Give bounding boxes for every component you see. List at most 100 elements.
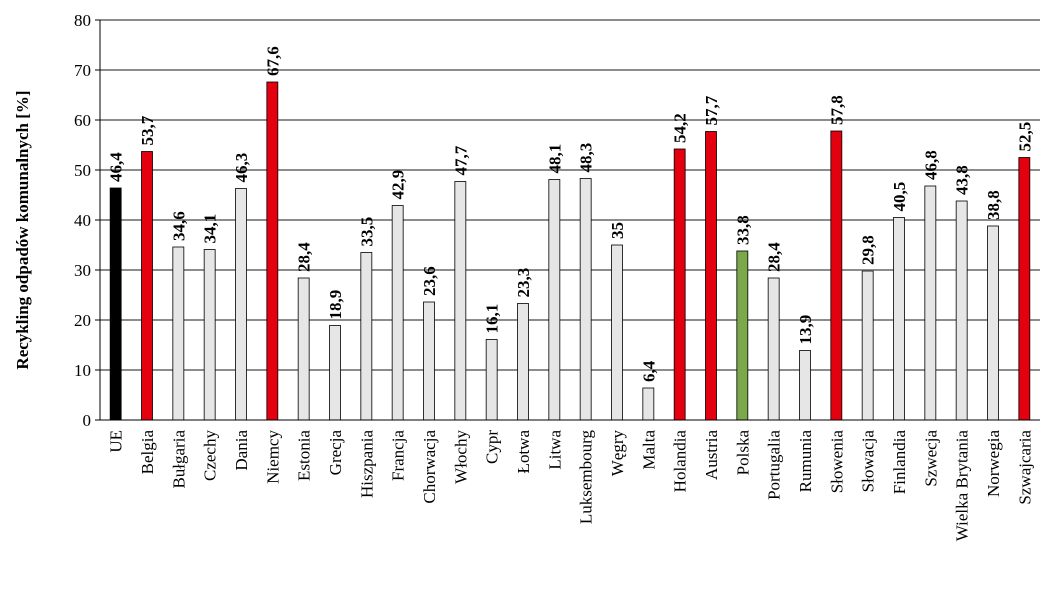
- bar: [673, 148, 686, 421]
- bar: [266, 81, 279, 421]
- y-tick-label: 50: [74, 161, 91, 180]
- bar: [297, 277, 310, 421]
- bar: [454, 181, 467, 421]
- category-label: Czechy: [201, 430, 220, 481]
- category-label: Litwa: [545, 430, 564, 470]
- data-label: 48,3: [577, 143, 596, 173]
- data-label: 46,3: [232, 153, 251, 183]
- category-label: Polska: [733, 430, 752, 476]
- data-label: 43,8: [953, 165, 972, 195]
- category-label: Luksembourg: [577, 430, 596, 525]
- bar: [548, 179, 561, 421]
- data-label: 23,3: [514, 268, 533, 298]
- data-label: 40,5: [890, 182, 909, 212]
- category-label: Węgry: [608, 430, 627, 477]
- data-label: 23,6: [420, 266, 439, 296]
- category-label: Łotwa: [514, 430, 533, 474]
- bar: [611, 244, 623, 421]
- category-label: Francja: [389, 430, 408, 481]
- data-label: 57,8: [827, 95, 846, 125]
- bar: [767, 277, 780, 421]
- category-label: Hiszpania: [357, 430, 376, 498]
- y-tick-labels: 0 10 20 30 40 50 60 70 80: [74, 11, 91, 430]
- category-label: Wielka Brytania: [953, 430, 972, 542]
- bar: [485, 339, 498, 421]
- data-label: 53,7: [138, 115, 157, 145]
- y-tick-label: 40: [74, 211, 91, 230]
- data-label: 52,5: [1015, 122, 1034, 152]
- data-label: 28,4: [295, 242, 314, 272]
- data-label: 48,1: [545, 144, 564, 174]
- bar: [329, 325, 341, 421]
- data-label: 29,8: [859, 235, 878, 265]
- data-label: 13,9: [796, 315, 815, 345]
- bar: [360, 252, 373, 421]
- data-label: 18,9: [326, 290, 345, 320]
- bar: [172, 246, 185, 421]
- data-label: 47,7: [451, 145, 470, 175]
- bar: [109, 187, 122, 421]
- category-label: Finlandia: [890, 430, 909, 495]
- category-label: Dania: [232, 430, 251, 471]
- axes: [99, 20, 1040, 421]
- category-label: Chorwacja: [420, 430, 439, 504]
- data-label: 33,5: [357, 217, 376, 247]
- category-label: Rumunia: [796, 430, 815, 493]
- category-label: Portugalia: [765, 430, 784, 500]
- bar: [924, 185, 937, 421]
- data-label: 54,2: [671, 113, 690, 143]
- y-tick-label: 80: [74, 11, 91, 30]
- data-label: 46,8: [921, 150, 940, 180]
- category-label: Słowacja: [859, 430, 878, 493]
- category-label: Holandia: [671, 430, 690, 493]
- bar: [861, 270, 874, 421]
- category-label: Grecja: [326, 430, 345, 476]
- bar: [141, 151, 153, 421]
- category-label: Estonia: [295, 430, 314, 481]
- bar: [799, 350, 811, 421]
- bar: [955, 200, 968, 421]
- y-tick-label: 0: [83, 411, 92, 430]
- data-label: 6,4: [639, 360, 658, 382]
- data-label: 57,7: [702, 95, 721, 125]
- bar: [517, 303, 529, 421]
- category-label: Włochy: [451, 430, 470, 484]
- category-labels: UE Belgia Bułgaria Czechy Dania Niemcy Estonia…: [107, 430, 1035, 542]
- category-label: Niemcy: [263, 430, 282, 484]
- bar: [1018, 157, 1031, 421]
- bar: [736, 250, 749, 421]
- bar: [579, 178, 592, 421]
- data-label: 33,8: [733, 215, 752, 245]
- category-label: UE: [107, 430, 126, 453]
- bar: [391, 205, 404, 421]
- bar: [830, 130, 843, 421]
- bar: [642, 387, 655, 421]
- bar: [893, 217, 905, 421]
- y-axis-title: Recykling odpadów komunalnych [%]: [13, 90, 32, 369]
- category-label: Cypr: [483, 430, 502, 464]
- category-label: Szwecja: [921, 430, 940, 487]
- data-label: 46,4: [107, 152, 126, 182]
- data-label: 28,4: [765, 242, 784, 272]
- bars: [109, 81, 1031, 421]
- bar: [987, 225, 999, 421]
- y-tick-label: 20: [74, 311, 91, 330]
- data-label: 38,8: [984, 190, 1003, 220]
- data-label: 16,1: [483, 304, 502, 334]
- data-label: 34,1: [201, 214, 220, 244]
- data-label: 34,6: [169, 211, 188, 241]
- data-label: 42,9: [389, 170, 408, 200]
- bar: [203, 249, 216, 421]
- y-tick-label: 60: [74, 111, 91, 130]
- data-labels: 46,4 53,7 34,6 34,1 46,3 67,6 28,4 18,9 33,5 42,9…: [107, 46, 1035, 382]
- category-label: Bułgaria: [169, 430, 188, 489]
- gridlines: [95, 19, 1040, 421]
- bar: [423, 301, 435, 421]
- y-tick-label: 70: [74, 61, 91, 80]
- category-label: Słowenia: [827, 430, 846, 494]
- bar: [235, 188, 247, 421]
- category-label: Belgia: [138, 430, 157, 475]
- data-label: 67,6: [263, 46, 282, 76]
- category-label: Norwegia: [984, 430, 1003, 497]
